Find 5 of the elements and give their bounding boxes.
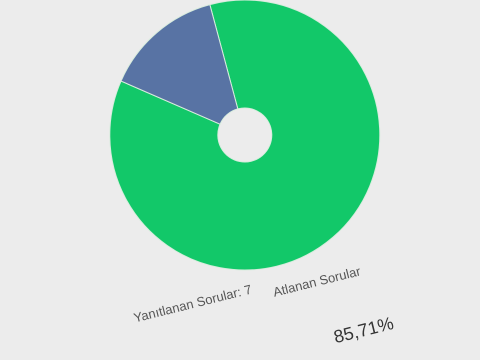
donut-slice: [120, 4, 238, 125]
donut-slice: [109, 0, 380, 270]
text: Yanıtlanan Sorular: 7: [132, 282, 254, 326]
text: Atlanan Sorular: [271, 263, 363, 300]
data-label: 85,71%: [332, 313, 396, 348]
